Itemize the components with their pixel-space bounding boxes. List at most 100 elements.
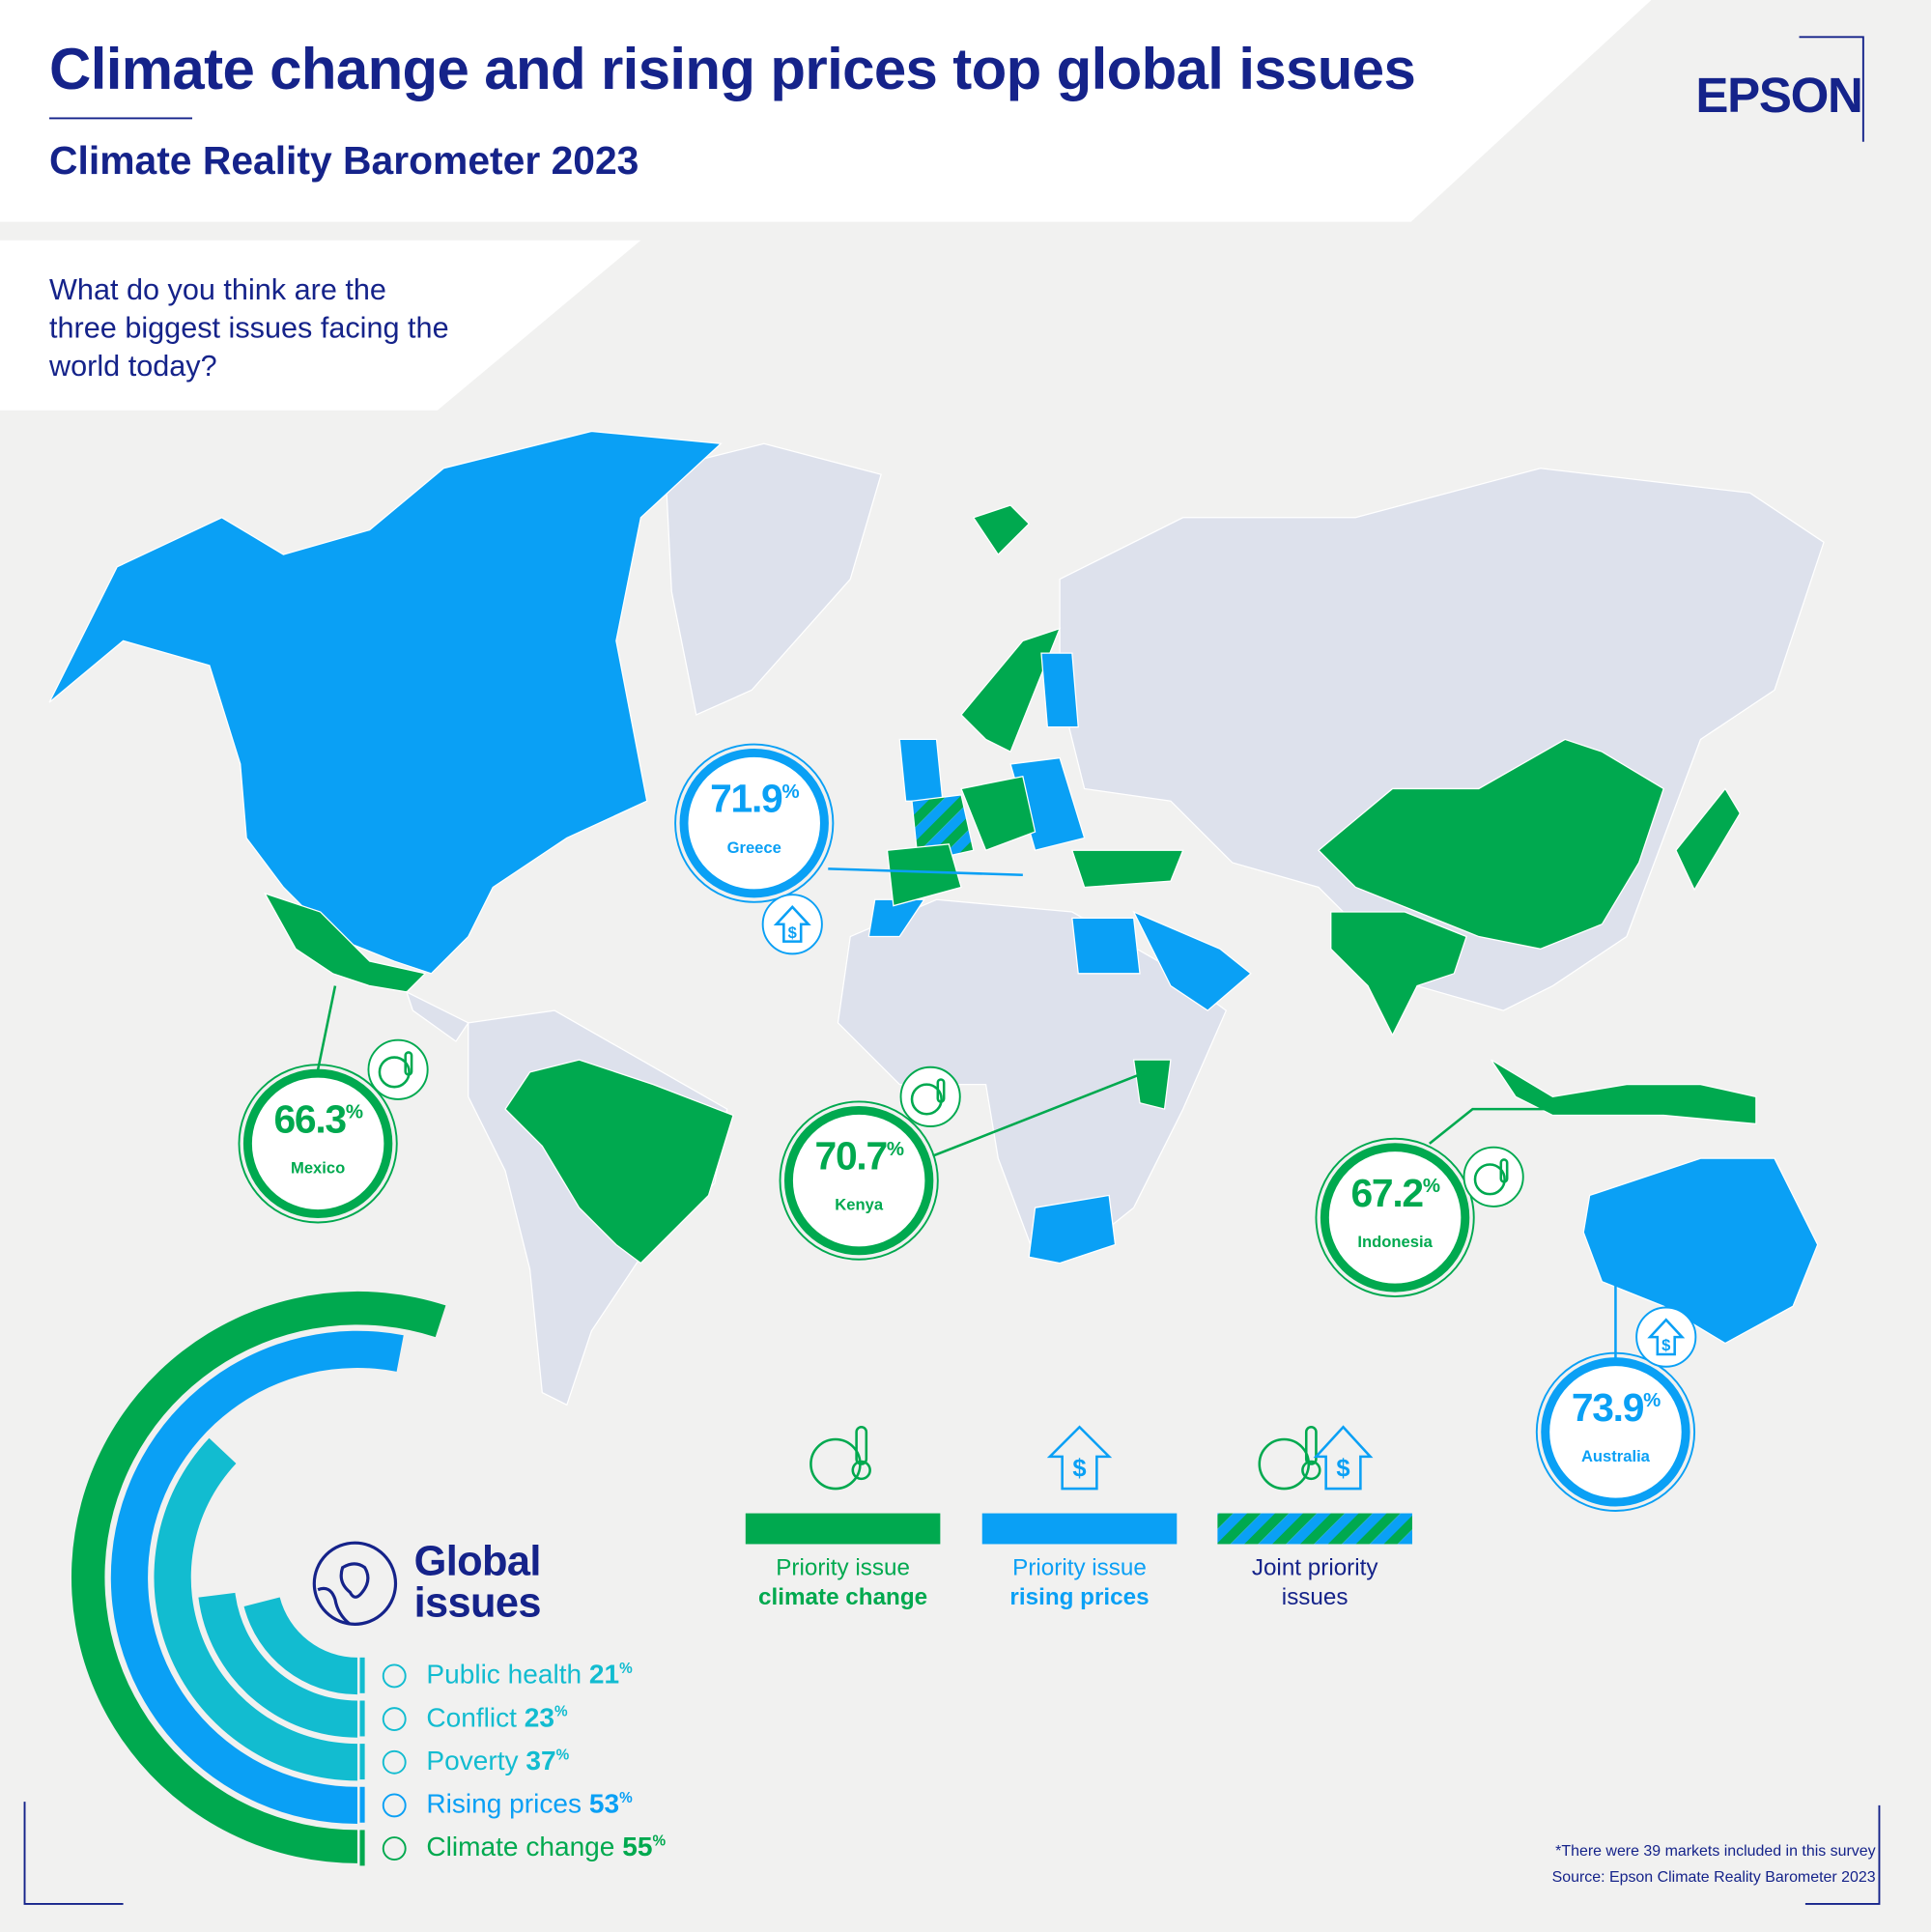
region-china [1318, 738, 1664, 950]
issue-marker [359, 1657, 365, 1693]
region-spain [886, 843, 962, 907]
issue-value: 37 [525, 1745, 556, 1776]
legend-line1: Priority issue [1012, 1554, 1147, 1581]
region-uk [898, 738, 944, 802]
epson-logo: EPSON [1695, 69, 1863, 124]
house-dollar-icon: $ [761, 894, 823, 955]
region-asia [1059, 468, 1825, 1011]
callout-value: 67.2% [1309, 1171, 1482, 1216]
legend-line1: Priority issue [776, 1554, 910, 1581]
unit: % [886, 1139, 904, 1160]
region-japan [1675, 787, 1742, 892]
issue-marker [359, 1700, 365, 1737]
value: 70.7 [814, 1133, 889, 1179]
arc-poverty [154, 1437, 357, 1781]
callout-circles: $$ [238, 743, 1697, 1512]
value: 66.3 [273, 1096, 348, 1142]
issue-item: Poverty 37% [426, 1745, 569, 1776]
callout-circle-greece [674, 743, 835, 903]
svg-text:$: $ [1336, 1455, 1349, 1482]
region-india [1330, 911, 1467, 1037]
globe-thermometer-icon [899, 1065, 961, 1127]
issue-unit: % [652, 1832, 667, 1850]
issue-label: Conflict [426, 1701, 517, 1733]
region-central-america [405, 990, 469, 1042]
issue-marker [359, 1744, 365, 1780]
value: 71.9 [710, 776, 783, 821]
callout-value: 71.9% [667, 777, 840, 822]
region-north-america [48, 430, 723, 975]
issue-marker [359, 1786, 365, 1823]
globe-thermometer-icon [809, 1425, 871, 1491]
region-saudi-arabia [1132, 910, 1252, 1011]
arc-rising-prices [110, 1330, 404, 1825]
title-line1: Global [413, 1538, 542, 1585]
region-central-europe [960, 775, 1036, 852]
legend-icons: $ $ [809, 1425, 1374, 1491]
issue-item: Public health 21% [426, 1659, 632, 1690]
corner-bracket [1804, 1804, 1881, 1905]
corner-bracket [23, 1802, 124, 1905]
region-egypt [1071, 917, 1141, 975]
conflict-icon [382, 1707, 407, 1732]
unit: % [345, 1101, 363, 1123]
corner-bracket [1799, 36, 1864, 142]
house-dollar-icon: $ [1313, 1425, 1374, 1491]
region-brazil [504, 1059, 734, 1264]
page-title: Climate change and rising prices top glo… [49, 35, 1416, 101]
svg-text:$: $ [1072, 1455, 1086, 1482]
global-issues-title: Global issues [413, 1538, 542, 1627]
page-subtitle: Climate Reality Barometer 2023 [49, 137, 639, 183]
legend-bar-joint [1217, 1513, 1412, 1545]
issue-item: Conflict 23% [426, 1702, 567, 1734]
hands-cross-icon [382, 1663, 407, 1689]
title-line2: issues [413, 1579, 542, 1627]
arc-conflict [198, 1592, 357, 1738]
issue-unit: % [619, 1659, 633, 1677]
unit: % [781, 781, 799, 803]
region-scandinavia [960, 627, 1062, 753]
region-finland [1040, 652, 1079, 728]
svg-text:$: $ [1661, 1336, 1670, 1354]
region-svalbard [972, 504, 1031, 556]
globe-thermometer-icon [1258, 1425, 1321, 1491]
value: 67.2 [1350, 1170, 1424, 1215]
callout-value: 73.9% [1529, 1385, 1702, 1431]
issue-item: Climate change 55% [426, 1832, 666, 1863]
callout-country: Greece [726, 838, 781, 857]
issue-value: 21 [588, 1659, 620, 1690]
house-dollar-icon: $ [1046, 1425, 1113, 1491]
issue-item: Rising prices 53% [426, 1788, 632, 1820]
callout-value: 66.3% [232, 1096, 405, 1142]
legend-joint: Joint priority issues [1192, 1554, 1438, 1613]
value: 73.9 [1571, 1384, 1645, 1430]
callout-country: Indonesia [1357, 1232, 1433, 1251]
issue-label: Climate change [426, 1831, 615, 1862]
global-issues-arcs [71, 1291, 446, 1863]
header-panel [0, 0, 1652, 222]
callout-circle-kenya [779, 1100, 939, 1261]
callout-circle-indonesia [1315, 1137, 1475, 1297]
issue-separators [359, 1657, 407, 1866]
survey-question: What do you think are the three biggest … [49, 273, 449, 384]
globe-icon [312, 1541, 398, 1626]
globe-thermometer-icon [1462, 1146, 1524, 1208]
issue-label: Poverty [426, 1745, 519, 1776]
legend-bar-climate [745, 1513, 941, 1545]
callout-country: Kenya [835, 1195, 884, 1214]
callout-circle-australia [1535, 1351, 1696, 1512]
footnote-source: Source: Epson Climate Reality Barometer … [1551, 1867, 1876, 1886]
svg-text:$: $ [788, 923, 797, 942]
legend-prices: Priority issue rising prices [956, 1554, 1203, 1613]
region-australia [1582, 1157, 1819, 1345]
arc-public-health [243, 1597, 357, 1695]
world-map [48, 430, 1825, 1406]
issue-unit: % [619, 1788, 633, 1806]
hand-coin-icon [382, 1749, 407, 1775]
legend-line2: climate change [758, 1584, 928, 1611]
region-indonesia [1491, 1059, 1757, 1125]
issue-value: 53 [588, 1788, 620, 1819]
question-panel [0, 240, 641, 411]
